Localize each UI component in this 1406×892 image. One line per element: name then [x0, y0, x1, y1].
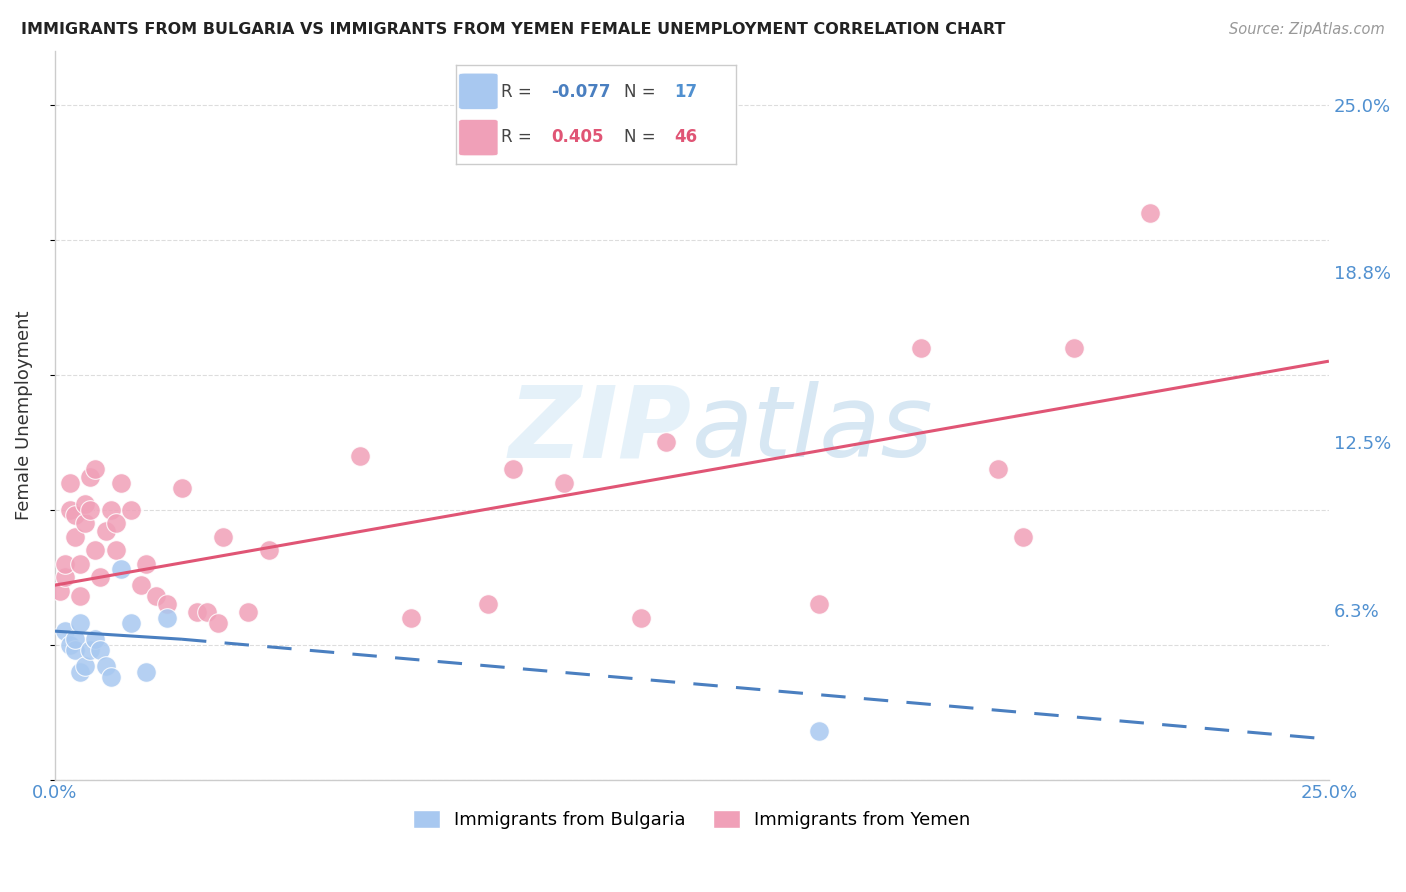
Point [63, 632, 86, 647]
Point [211, 530, 233, 544]
Point [808, 597, 831, 611]
Point [100, 502, 122, 516]
Point [401, 610, 423, 624]
Point [156, 610, 179, 624]
Point [53, 570, 76, 584]
Point [238, 605, 260, 619]
Point [59, 502, 82, 516]
Point [48, 583, 70, 598]
Point [69, 557, 91, 571]
Point [120, 615, 142, 630]
Point [89, 643, 111, 657]
Point [63, 530, 86, 544]
Point [120, 502, 142, 516]
Point [84, 632, 107, 647]
Point [69, 615, 91, 630]
Point [910, 341, 932, 355]
Point [75, 516, 97, 530]
Point [1063, 341, 1085, 355]
Point [135, 665, 157, 679]
Point [986, 462, 1008, 476]
Point [186, 605, 208, 619]
Point [84, 462, 107, 476]
Point [63, 643, 86, 657]
Point [110, 475, 132, 490]
Point [349, 449, 371, 463]
Y-axis label: Female Unemployment: Female Unemployment [15, 310, 32, 520]
Point [1139, 205, 1161, 219]
Point [502, 462, 524, 476]
Point [75, 659, 97, 673]
Point [79, 470, 101, 484]
Point [553, 475, 575, 490]
Point [129, 578, 152, 592]
Point [104, 543, 127, 558]
Point [197, 605, 219, 619]
Point [53, 557, 76, 571]
Point [79, 643, 101, 657]
Point [630, 610, 652, 624]
Point [75, 497, 97, 511]
Point [53, 624, 76, 639]
Text: IMMIGRANTS FROM BULGARIA VS IMMIGRANTS FROM YEMEN FEMALE UNEMPLOYMENT CORRELATIO: IMMIGRANTS FROM BULGARIA VS IMMIGRANTS F… [21, 22, 1005, 37]
Point [156, 597, 179, 611]
Point [94, 524, 117, 539]
Point [808, 724, 831, 739]
Point [145, 589, 167, 603]
Point [63, 508, 86, 522]
Point [110, 562, 132, 576]
Point [79, 502, 101, 516]
Point [257, 543, 280, 558]
Point [84, 543, 107, 558]
Text: atlas: atlas [692, 381, 934, 478]
Point [207, 615, 229, 630]
Legend: Immigrants from Bulgaria, Immigrants from Yemen: Immigrants from Bulgaria, Immigrants fro… [405, 803, 979, 836]
Text: ZIP: ZIP [509, 381, 692, 478]
Point [94, 659, 117, 673]
Point [69, 665, 91, 679]
Point [100, 670, 122, 684]
Point [170, 481, 193, 495]
Point [89, 570, 111, 584]
Point [135, 557, 157, 571]
Point [655, 435, 678, 450]
Point [59, 475, 82, 490]
Point [59, 638, 82, 652]
Point [104, 516, 127, 530]
Text: Source: ZipAtlas.com: Source: ZipAtlas.com [1229, 22, 1385, 37]
Point [69, 589, 91, 603]
Point [477, 597, 499, 611]
Point [1012, 530, 1035, 544]
